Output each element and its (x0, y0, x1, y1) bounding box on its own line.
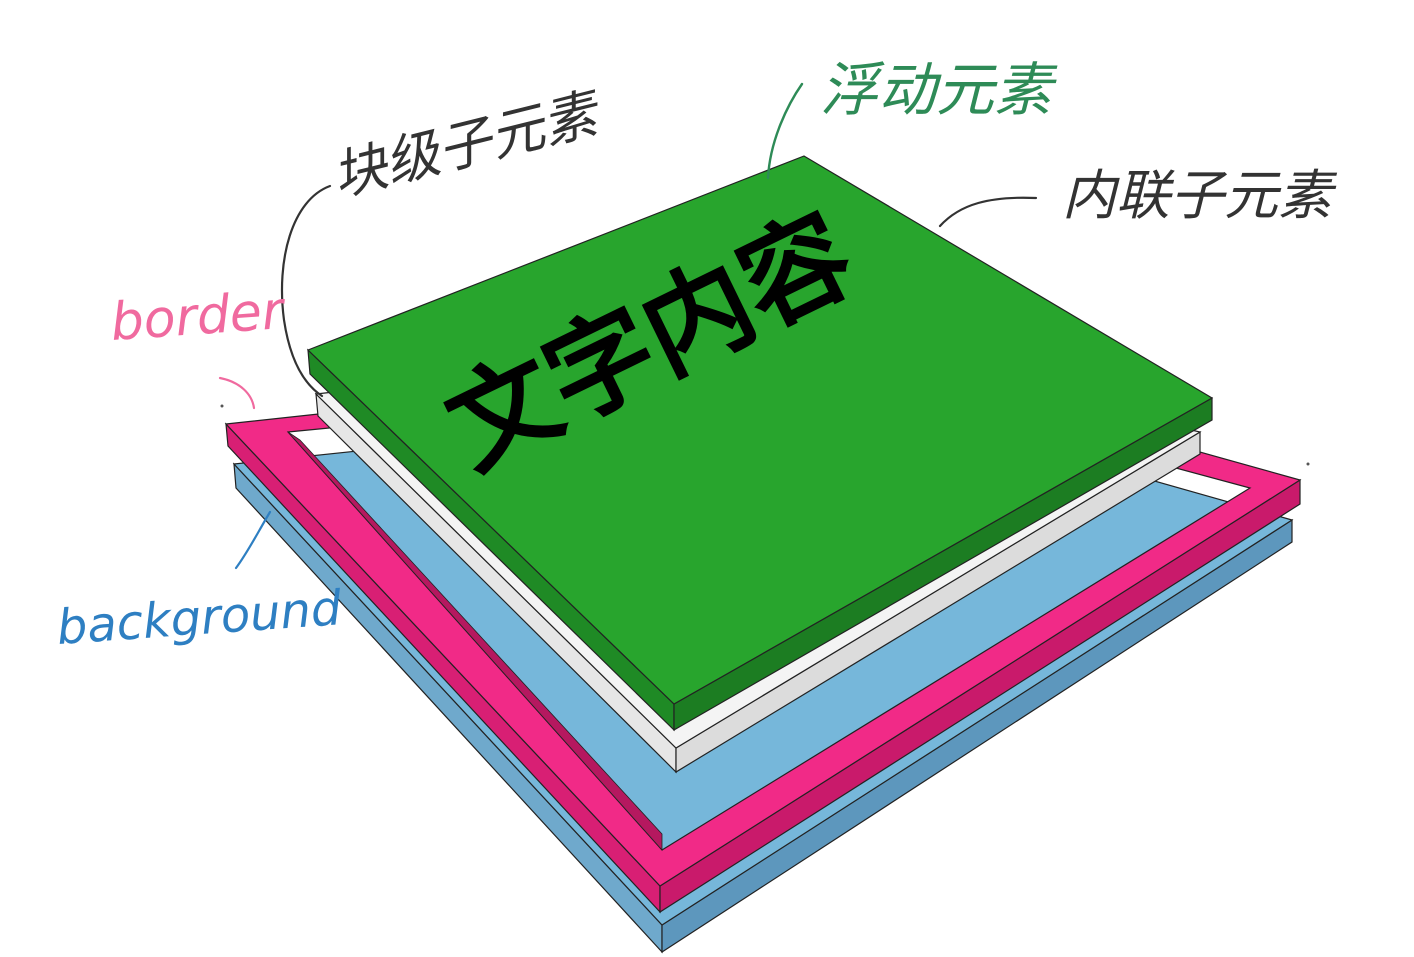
block-child-leader (280, 184, 332, 398)
float-element-layer (306, 155, 1214, 732)
float-element-label: 浮动元素 (820, 56, 1058, 124)
background-label: background (55, 580, 344, 656)
inline-child-leader (938, 196, 1038, 228)
border-frame-inner-bevel (287, 431, 663, 852)
block-child-label: 块级子元素 (326, 81, 609, 209)
border-layer (224, 355, 1302, 914)
border-leader (218, 376, 256, 410)
inline-child-label: 内联子元素 (1062, 164, 1338, 227)
float-layer-top (306, 155, 1214, 705)
float-element-leader (766, 82, 804, 180)
stray-dot-left (220, 404, 224, 408)
background-leader (234, 510, 272, 570)
border-label: border (109, 281, 289, 353)
stray-dot-right (1306, 462, 1310, 466)
